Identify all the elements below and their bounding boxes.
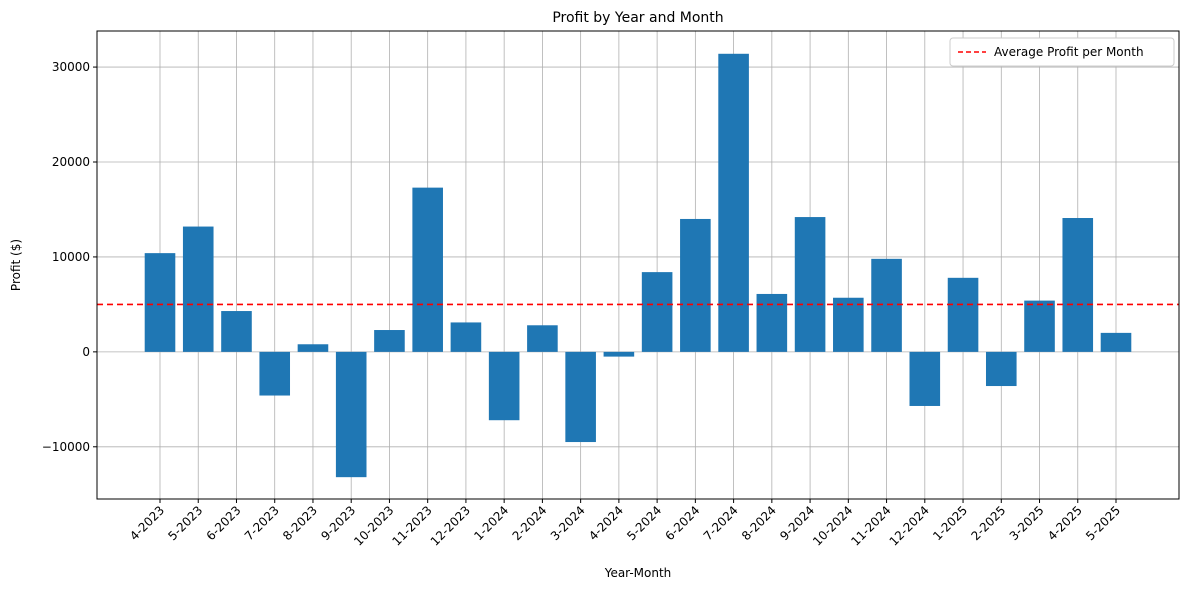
x-tick-label: 8-2024 [739, 503, 779, 543]
x-tick-label: 7-2023 [242, 503, 282, 543]
bar-10-2024 [833, 297, 864, 352]
x-tick-label: 5-2024 [624, 503, 664, 543]
bar-3-2025 [1024, 300, 1055, 352]
x-tick-label: 6-2023 [204, 503, 244, 543]
bar-12-2024 [909, 351, 941, 406]
bar-4-2023 [144, 253, 176, 352]
x-tick-label: 1-2025 [930, 503, 970, 543]
x-tick-label: 10-2023 [351, 503, 396, 548]
x-tick-label: 2-2024 [510, 503, 550, 543]
bar-9-2024 [794, 217, 826, 352]
x-axis-ticks: 4-20235-20236-20237-20238-20239-202310-2… [127, 499, 1123, 549]
bar-1-2024 [488, 351, 520, 421]
y-tick-label: 0 [82, 345, 90, 359]
x-tick-label: 2-2025 [968, 503, 1008, 543]
bar-8-2024 [756, 293, 788, 352]
x-tick-label: 3-2025 [1007, 503, 1047, 543]
bar-2-2024 [527, 325, 558, 352]
bar-6-2023 [221, 311, 252, 352]
chart-title: Profit by Year and Month [552, 10, 723, 26]
bar-12-2023 [450, 322, 482, 352]
bar-8-2023 [297, 344, 329, 352]
legend: Average Profit per Month [949, 37, 1175, 67]
x-tick-label: 10-2024 [810, 503, 855, 548]
bar-9-2023 [335, 351, 367, 478]
x-tick-label: 5-2025 [1083, 503, 1123, 543]
x-tick-label: 5-2023 [165, 503, 205, 543]
bar-2-2025 [985, 351, 1017, 387]
y-tick-label: 20000 [52, 155, 90, 169]
y-tick-label: 10000 [52, 250, 90, 264]
plot-frame [96, 30, 1180, 500]
bar-5-2024 [641, 272, 673, 352]
x-tick-label: 6-2024 [663, 503, 703, 543]
x-tick-label: 12-2023 [428, 503, 473, 548]
x-tick-label: 4-2025 [1045, 503, 1085, 543]
x-axis-label: Year-Month [604, 566, 672, 580]
bar-11-2023 [412, 187, 443, 352]
x-tick-label: 11-2024 [848, 503, 893, 548]
x-tick-label: 4-2023 [127, 503, 167, 543]
x-tick-label: 12-2024 [887, 503, 932, 548]
bar-5-2023 [182, 226, 214, 352]
bar-3-2024 [565, 351, 596, 443]
x-tick-label: 11-2023 [389, 503, 434, 548]
bar-1-2025 [947, 277, 979, 352]
bar-4-2025 [1062, 218, 1094, 352]
x-tick-label: 4-2024 [586, 503, 626, 543]
legend-box [949, 37, 1175, 67]
bar-11-2024 [871, 258, 902, 352]
x-tick-label: 1-2024 [471, 503, 511, 543]
y-axis-label: Profit ($) [9, 239, 23, 291]
bar-7-2024 [718, 53, 749, 352]
bar-5-2025 [1100, 332, 1132, 352]
bar-6-2024 [680, 218, 711, 352]
plot-area [96, 30, 1180, 500]
x-tick-label: 3-2024 [548, 503, 588, 543]
y-axis-ticks: −10000 0 10000 20000 30000 [42, 60, 97, 454]
x-tick-label: 7-2024 [701, 503, 741, 543]
y-tick-label: −10000 [42, 440, 90, 454]
legend-label-average: Average Profit per Month [994, 45, 1144, 59]
bar-4-2024 [603, 351, 635, 357]
bar-10-2023 [374, 330, 405, 352]
y-tick-label: 30000 [52, 60, 90, 74]
x-tick-label: 8-2023 [280, 503, 320, 543]
bar-7-2023 [259, 351, 291, 396]
